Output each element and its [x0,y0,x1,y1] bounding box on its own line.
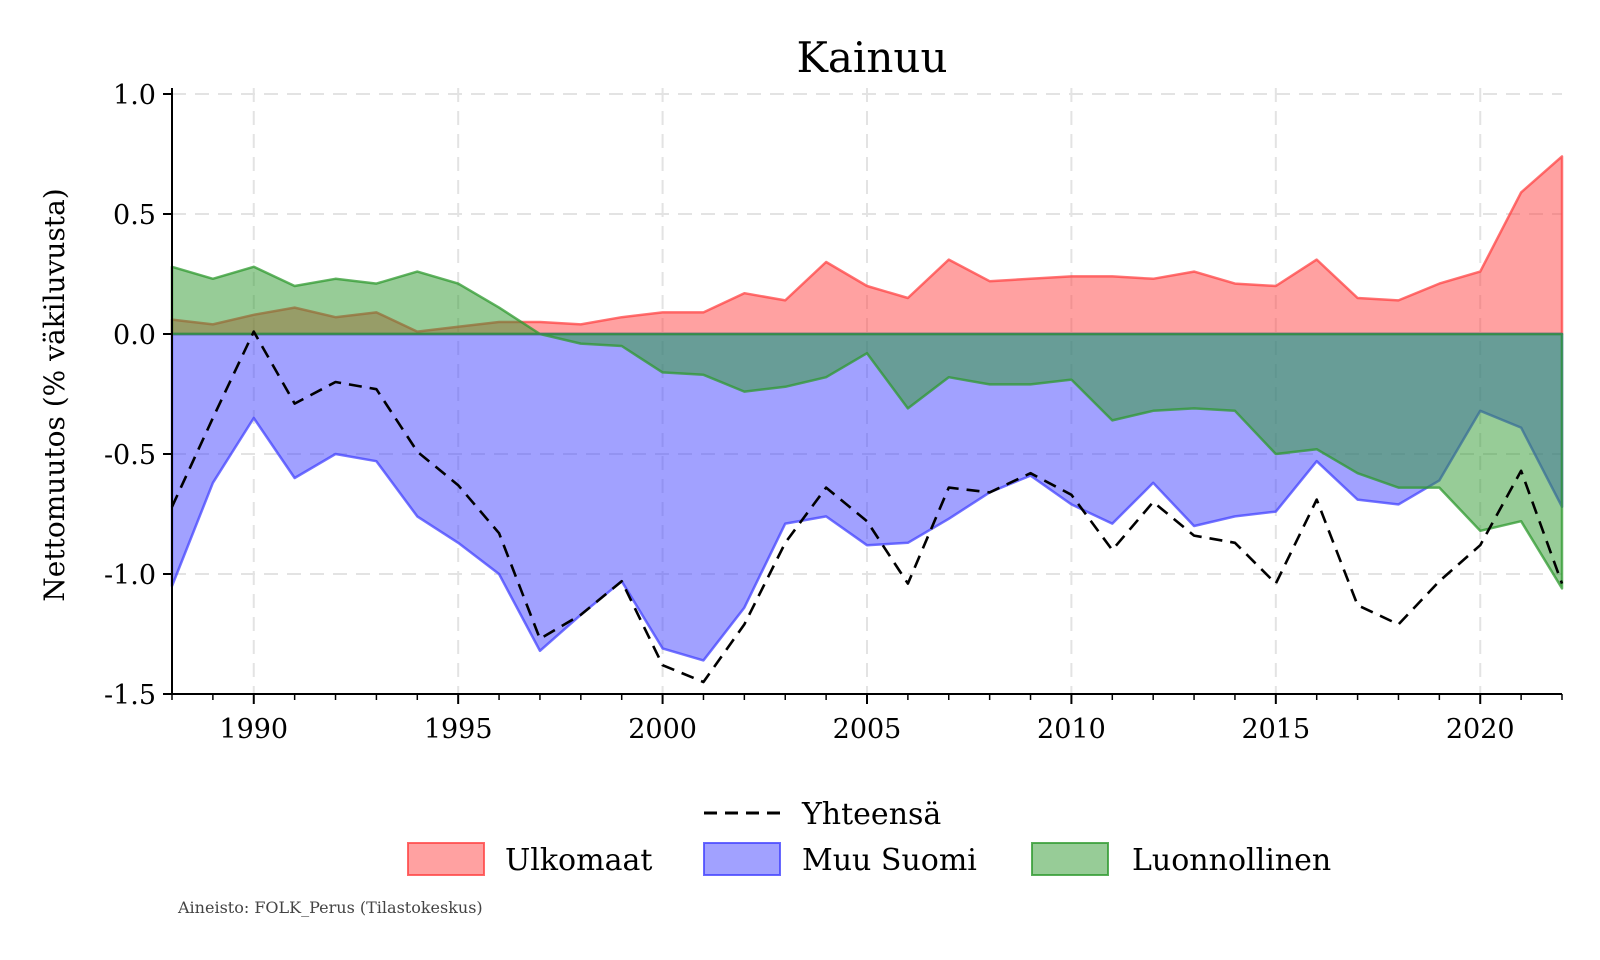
x-tick-label: 2015 [1241,714,1310,745]
axes: 1.0 0.5 0.0 -0.5 -1.0 -1.5 1990 1995 2000 2005 201… [104,80,1563,745]
x-tick-label: 2000 [628,714,697,745]
legend-swatch-ulkomaat [407,842,485,876]
x-tick-label: 2005 [833,714,902,745]
y-tick-label: 1.0 [113,80,156,111]
source-note: Aineisto: FOLK_Perus (Tilastokeskus) [177,898,483,917]
chart-title: Kainuu [797,33,948,82]
x-tick-label: 2020 [1446,714,1515,745]
y-tick-label: -0.5 [104,440,156,471]
legend-label-ulkomaat: Ulkomaat [505,843,652,878]
area-muu-suomi [170,332,1564,662]
legend: Yhteensä Ulkomaat Muu Suomi Luonnollinen [407,797,1331,878]
y-tick-label: 0.5 [113,200,156,231]
legend-label-muu-suomi: Muu Suomi [802,843,977,878]
x-tick-label: 1990 [219,714,288,745]
line-yhteensa [170,330,1564,684]
y-tick-label: 0.0 [113,320,156,351]
legend-label-luonnollinen: Luonnollinen [1132,843,1331,878]
y-tick-label: -1.5 [104,680,156,711]
x-tick-label: 1995 [424,714,493,745]
line-series [170,330,1564,684]
y-axis-title: Nettomuutos (% väkiluvusta) [38,188,71,601]
legend-swatch-muu-suomi [703,842,781,876]
x-tick-label: 2010 [1037,714,1106,745]
legend-label-yhteensa: Yhteensä [801,797,941,832]
area-series [170,155,1564,662]
y-tick-label: -1.0 [104,560,156,591]
area-luonnollinen [170,265,1564,590]
legend-swatch-luonnollinen [1031,842,1109,876]
